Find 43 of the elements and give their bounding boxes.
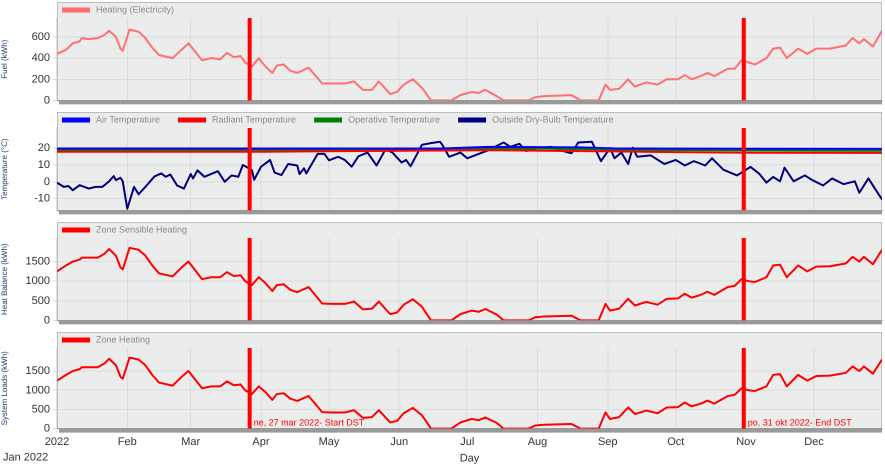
- x-tick-label: 2022: [44, 436, 70, 448]
- legend-label: Outside Dry-Bulb Temperature: [492, 114, 614, 124]
- x-tick-label: Apr: [252, 436, 270, 448]
- legend-label: Heating (Electricity): [96, 4, 174, 14]
- text: Jan 2022: [3, 452, 48, 464]
- y-axis-title: Heat Balance (kWh): [0, 243, 10, 315]
- legend-label: Operative Temperature: [348, 114, 440, 124]
- x-tick-label: Feb: [118, 436, 137, 448]
- x-tick-label: May: [318, 436, 340, 448]
- x-tick-label: Nov: [736, 436, 756, 448]
- y-axis-title: Temperature (°C): [0, 138, 10, 200]
- x-tick-label: Sep: [598, 436, 618, 448]
- y-tick-label: 0: [44, 176, 50, 188]
- ref-line-label: po, 31 okt 2022- End DST: [748, 418, 852, 428]
- legend-label: Zone Sensible Heating: [96, 224, 188, 234]
- x-tick-label: Mar: [181, 436, 201, 448]
- y-tick-label: 600: [32, 31, 50, 44]
- legend-label: Air Temperature: [96, 114, 160, 124]
- y-tick-label: 0: [44, 422, 50, 435]
- y-tick-label: 1500: [26, 365, 50, 378]
- x-tick-label: Dec: [804, 436, 824, 448]
- y-tick-label: 1000: [26, 275, 50, 288]
- x-tick-label: Jun: [390, 436, 408, 448]
- y-tick-label: 200: [32, 73, 50, 86]
- x-tick-label: Aug: [528, 436, 548, 448]
- y-tick-label: 1000: [26, 384, 50, 396]
- legend-label: Radiant Temperature: [212, 114, 296, 124]
- y-tick-label: 0: [44, 314, 50, 326]
- y-axis-title: System Loads (kWh): [0, 350, 10, 426]
- legend-label: Zone Heating: [96, 334, 150, 344]
- y-tick-label: 500: [32, 294, 50, 307]
- x-tick-label: Jul: [460, 436, 474, 448]
- y-tick-label: 20: [38, 142, 50, 154]
- y-tick-label: 0: [44, 94, 50, 106]
- ref-line-label: ne, 27 mar 2022- Start DST: [254, 418, 365, 428]
- y-tick-label: 10: [38, 159, 50, 172]
- x-axis-title: Day: [460, 452, 480, 464]
- y-axis-title: Fuel (kWh): [0, 39, 10, 79]
- y-tick-label: 400: [32, 52, 50, 64]
- x-tick-label: Oct: [667, 436, 684, 448]
- y-tick-label: 500: [32, 403, 50, 416]
- y-tick-label: 1500: [26, 256, 50, 268]
- y-tick-label: -10: [34, 192, 50, 205]
